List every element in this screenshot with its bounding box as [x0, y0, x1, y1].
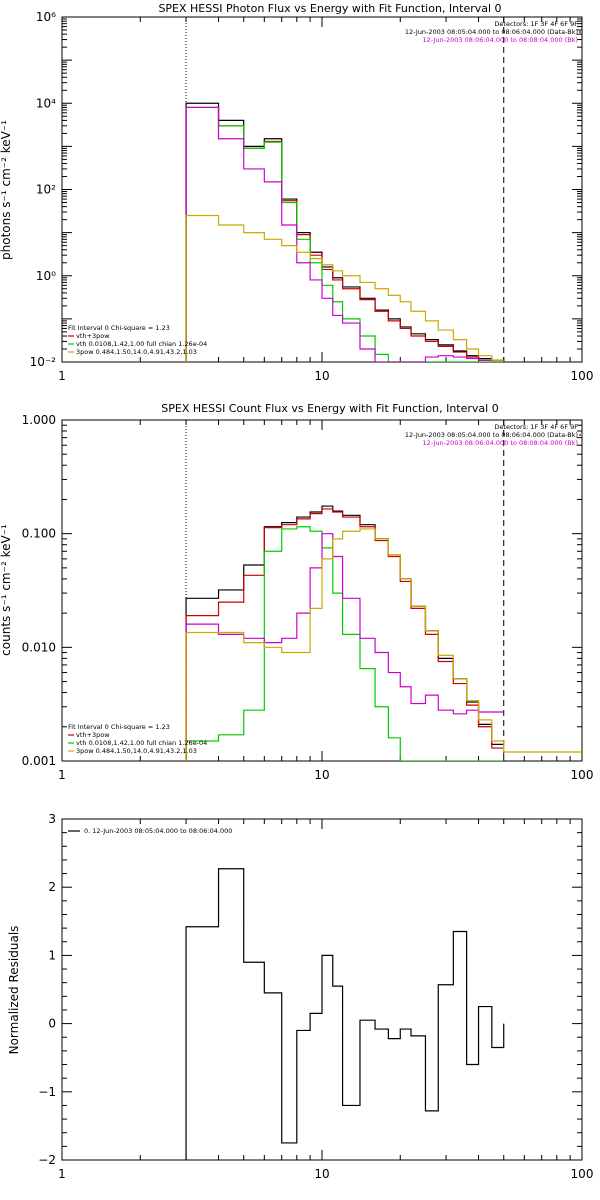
legend-right-line: 12-Jun-2003 08:06:04.000 to 08:08:04.000… [423, 439, 578, 447]
legend-left-line: vth+3pow [76, 731, 110, 739]
y-tick-label: 10⁴ [36, 96, 56, 110]
y-tick-label: 0.100 [22, 527, 56, 541]
series-bk [185, 533, 504, 761]
y-tick-label: 10⁰ [36, 269, 56, 283]
photon-flux-plot-area: 1 10 100 10⁻² 10⁰ 10² 10⁴ 10⁶ Detectors: 1F 3F 4… [30, 10, 594, 383]
series-3pow [185, 214, 504, 362]
legend-right-line: 12-Jun-2003 08:05:04.000 to 08:06:04.000… [405, 28, 578, 36]
x-tick-label: 1 [58, 768, 66, 782]
x-tick-label: 10 [314, 369, 329, 383]
x-tick-label: 10 [314, 768, 329, 782]
photon-flux-title: SPEX HESSI Photon Flux vs Energy with Fi… [158, 2, 501, 15]
residuals-plot-area: 1 10 100 −2 −1 0 1 2 3 0. 12-Jun-2003 08:05:04.00… [38, 812, 593, 1181]
residuals-panel: Normalized Residuals 1 10 100 −2 −1 0 1 2 3 0. 12… [7, 812, 593, 1181]
legend-left-line: vth+3pow [76, 332, 110, 340]
y-tick-label: 2 [48, 880, 56, 894]
legend-left-line: vth 0.0108,1.42,1.00 full chian 1.26e-04 [76, 739, 207, 747]
count-flux-plot-area: 1 10 100 0.001 0.010 0.100 1.000 Detectors: 1F … [22, 413, 594, 782]
x-tick-label: 100 [571, 369, 594, 383]
legend-left-line: Fit Interval 0 Chi-square = 1.23 [68, 324, 170, 332]
y-tick-label: 10⁶ [36, 10, 56, 24]
legend-right-line: 12-Jun-2003 08:06:04.000 to 08:08:04.000… [423, 36, 578, 44]
series-bk [185, 106, 504, 362]
residuals-y-axis-label: Normalized Residuals [7, 926, 21, 1055]
y-tick-label: 3 [48, 812, 56, 826]
series-0 [185, 868, 505, 1160]
count-flux-y-axis-label: counts s⁻¹ cm⁻² keV⁻¹ [0, 524, 13, 656]
x-tick-label: 1 [58, 369, 66, 383]
y-tick-label: 1.000 [22, 413, 56, 427]
y-tick-label: 1 [48, 948, 56, 962]
y-tick-label: 0.001 [22, 754, 56, 768]
x-tick-label: 100 [571, 1167, 594, 1181]
y-tick-label: −1 [38, 1085, 56, 1099]
legend-left-line: 3pow 0.484,1.50,14.0,4.91,43.2,1.03 [76, 747, 197, 755]
legend-right-line: Detectors: 1F 3F 4F 6F 9F [494, 20, 578, 28]
series-vth [185, 526, 504, 761]
legend-left-line: 3pow 0.484,1.50,14.0,4.91,43.2,1.03 [76, 348, 197, 356]
y-tick-label: 10⁻² [30, 355, 57, 369]
y-tick-label: 0.010 [22, 640, 56, 654]
x-tick-label: 100 [571, 768, 594, 782]
y-tick-label: −2 [38, 1153, 56, 1167]
x-tick-label: 10 [314, 1167, 329, 1181]
legend-right-line: 12-Jun-2003 08:05:04.000 to 08:06:04.000… [405, 431, 578, 439]
photon-flux-panel: SPEX HESSI Photon Flux vs Energy with Fi… [0, 2, 593, 383]
y-tick-label: 0 [48, 1017, 56, 1031]
legend-right-line: Detectors: 1F 3F 4F 6F 9F [494, 423, 578, 431]
series-vth-3pow [185, 508, 504, 761]
count-flux-panel: SPEX HESSI Count Flux vs Energy with Fit… [0, 402, 593, 782]
legend-left-line: vth 0.0108,1.42,1.00 full chian 1.26e-04 [76, 340, 207, 348]
y-tick-label: 10² [36, 183, 56, 197]
series-vth-3pow [185, 106, 504, 362]
legend-left-line: 0. 12-Jun-2003 08:05:04.000 to 08:06:04.… [84, 827, 232, 835]
series-3pow [185, 528, 582, 761]
photon-flux-y-axis-label: photons s⁻¹ cm⁻² keV⁻¹ [0, 120, 13, 260]
count-flux-title: SPEX HESSI Count Flux vs Energy with Fit… [161, 402, 498, 415]
legend-left-line: Fit Interval 0 Chi-square = 1.23 [68, 723, 170, 731]
x-tick-label: 1 [58, 1167, 66, 1181]
